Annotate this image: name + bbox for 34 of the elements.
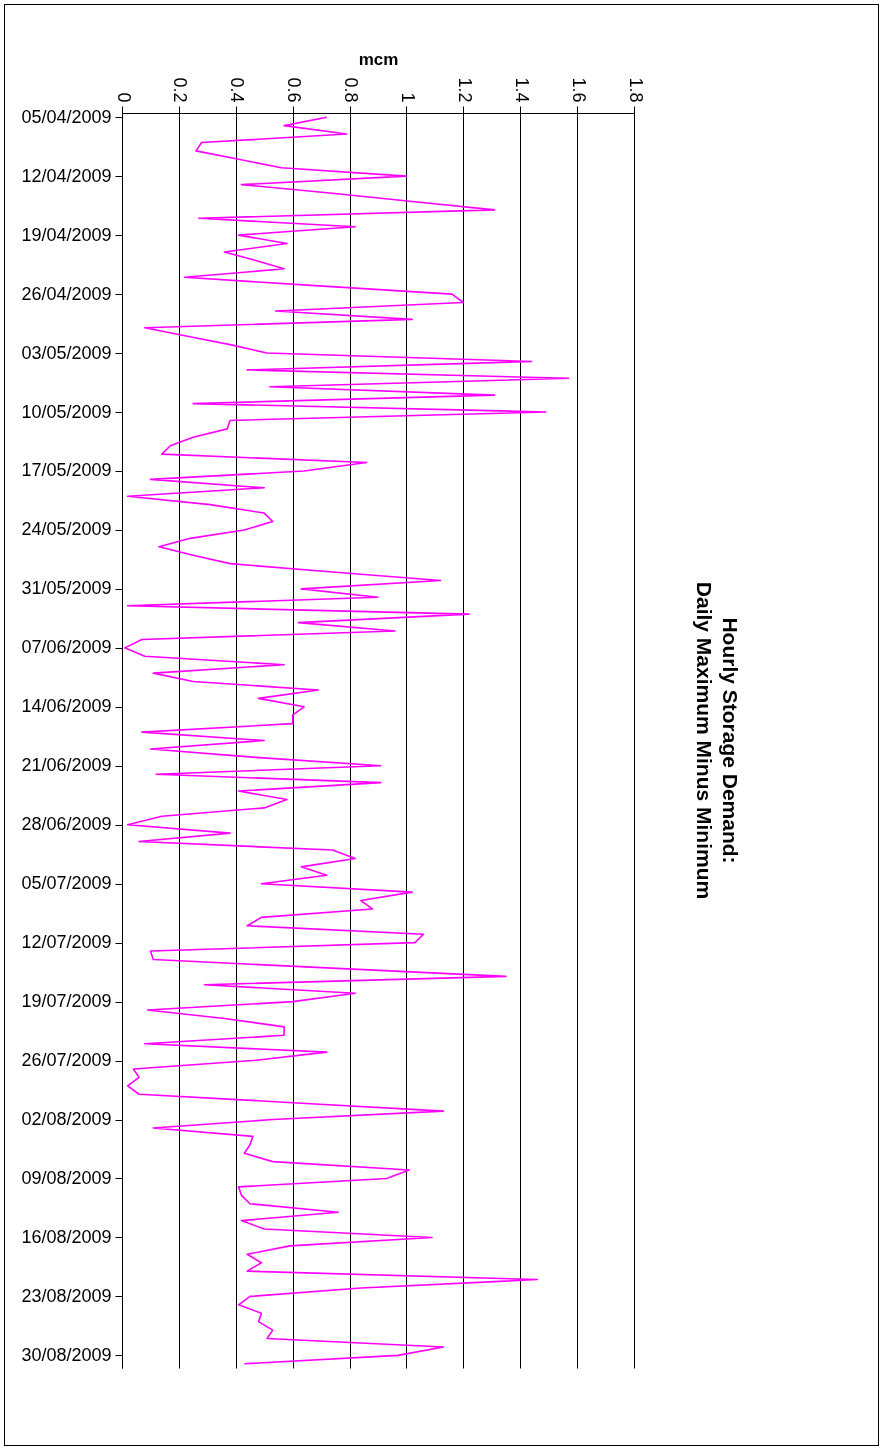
y-tick-label: 30/08/2009 xyxy=(21,1344,112,1365)
y-tick-label: 26/07/2009 xyxy=(21,1050,112,1071)
x-tick-label: 1 xyxy=(397,92,418,103)
y-tick-label: 28/06/2009 xyxy=(21,814,112,835)
y-tick-label: 12/07/2009 xyxy=(21,932,112,953)
x-tick-label: 0.4 xyxy=(227,77,248,103)
y-tick-label: 19/07/2009 xyxy=(21,991,112,1012)
y-tick-label: 07/06/2009 xyxy=(21,637,112,658)
y-tick-label: 24/05/2009 xyxy=(21,519,112,540)
y-tick-label: 03/05/2009 xyxy=(21,342,112,363)
y-tick-label: 23/08/2009 xyxy=(21,1285,112,1306)
x-axis-title: mcm xyxy=(358,50,399,70)
y-tick-label: 12/04/2009 xyxy=(21,165,112,186)
y-tick-label: 16/08/2009 xyxy=(21,1226,112,1247)
y-tick-label: 05/07/2009 xyxy=(21,873,112,894)
y-tick-label: 31/05/2009 xyxy=(21,578,112,599)
y-tick-label: 09/08/2009 xyxy=(21,1167,112,1188)
y-tick-label: 14/06/2009 xyxy=(21,696,112,717)
x-tick-label: 1.4 xyxy=(511,77,532,103)
x-tick-label: 1.8 xyxy=(625,77,646,103)
x-tick-label: 0.8 xyxy=(341,77,362,103)
x-tick-label: 0 xyxy=(113,92,134,103)
y-tick-label: 19/04/2009 xyxy=(21,224,112,245)
y-tick-label: 10/05/2009 xyxy=(21,401,112,422)
y-tick-label: 26/04/2009 xyxy=(21,283,112,304)
y-tick-label: 02/08/2009 xyxy=(21,1109,112,1130)
y-tick-label: 21/06/2009 xyxy=(21,755,112,776)
x-tick-label: 0.2 xyxy=(170,77,191,103)
x-tick-label: 0.6 xyxy=(284,77,305,103)
y-tick-label: 17/05/2009 xyxy=(21,460,112,481)
y-tick-label: 05/04/2009 xyxy=(21,106,112,127)
text: Hourly Storage Demand: Daily Maximum Minus Minimum xyxy=(693,581,742,900)
x-tick-label: 1.6 xyxy=(568,77,589,103)
x-tick-label: 1.2 xyxy=(454,77,475,103)
